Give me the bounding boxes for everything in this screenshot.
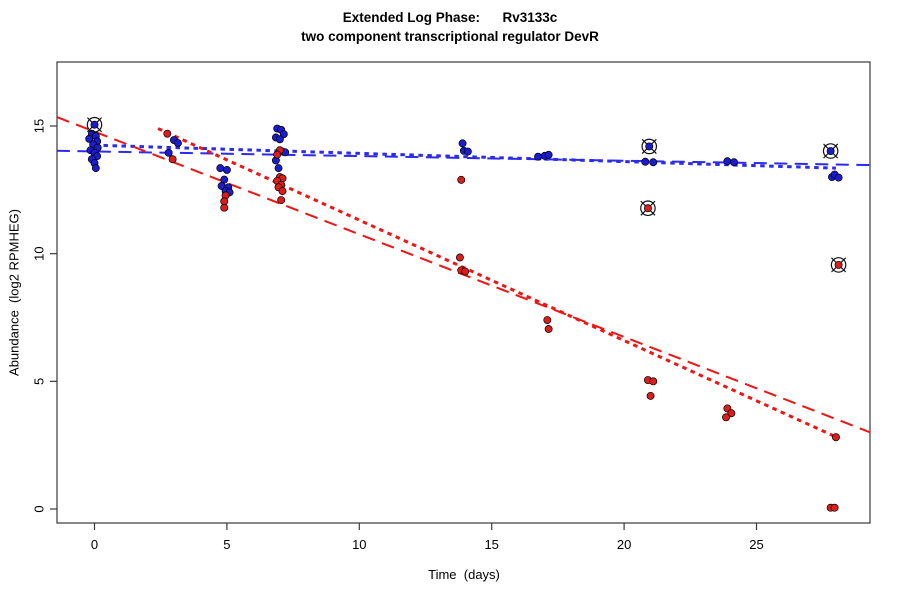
x-tick-label: 5 xyxy=(223,537,230,552)
red-point xyxy=(163,129,172,138)
blue-point xyxy=(641,157,650,166)
y-tick-label: 15 xyxy=(31,119,46,133)
red-circled-outliers-point xyxy=(643,204,652,213)
y-tick-label: 10 xyxy=(31,246,46,260)
blue-point xyxy=(164,148,173,157)
red-point xyxy=(831,433,840,442)
outlier-circle-mark xyxy=(641,138,658,155)
red-point xyxy=(830,503,839,512)
red-point xyxy=(277,196,286,205)
blue-point xyxy=(834,173,843,182)
red-point xyxy=(649,377,658,386)
red-point xyxy=(646,391,655,400)
blue-point xyxy=(730,158,738,167)
red-circled-outliers-point xyxy=(834,260,843,269)
red-point xyxy=(543,316,552,325)
blue-point xyxy=(458,139,467,148)
chart-title-line1: Extended Log Phase: Rv3133c xyxy=(342,10,558,25)
blue-point xyxy=(91,164,100,173)
blue-point xyxy=(222,165,231,174)
red-point xyxy=(457,175,466,184)
blue-dotted-fit-line xyxy=(94,143,836,170)
x-tick-label: 15 xyxy=(484,537,498,552)
blue-circled-outliers-point xyxy=(90,120,99,129)
x-tick-label: 25 xyxy=(749,537,763,552)
y-tick-label: 0 xyxy=(31,505,46,512)
blue-point xyxy=(173,139,182,148)
blue-point xyxy=(216,164,225,173)
red-point xyxy=(278,187,287,196)
blue-point xyxy=(279,130,288,139)
red-point xyxy=(455,253,464,262)
plot-area-border xyxy=(56,61,871,524)
blue-circled-outliers-point xyxy=(826,147,835,155)
blue-circled-outliers-point xyxy=(645,142,654,151)
red-point xyxy=(461,267,470,276)
red-point xyxy=(273,150,282,159)
outlier-circle-mark xyxy=(822,143,839,159)
blue-point xyxy=(534,152,542,161)
blue-point xyxy=(723,157,732,166)
x-tick-label: 10 xyxy=(352,537,366,552)
outlier-circle-mark xyxy=(640,200,656,217)
chart-title-line2: two component transcriptional regulator … xyxy=(301,29,599,44)
y-tick-label: 5 xyxy=(31,378,46,385)
x-tick-label: 0 xyxy=(91,537,98,552)
red-point xyxy=(727,409,736,418)
blue-point xyxy=(275,135,284,144)
blue-point xyxy=(463,147,472,156)
blue-point xyxy=(649,158,658,167)
y-axis-title: Abundance (log2 RPMHEG) xyxy=(6,209,22,376)
x-axis-title: Time (days) xyxy=(428,567,500,582)
red-point xyxy=(544,325,553,333)
blue-point xyxy=(274,164,283,173)
red-point xyxy=(220,203,229,212)
outlier-circle-mark xyxy=(86,116,103,133)
x-tick-label: 20 xyxy=(617,537,631,552)
blue-point xyxy=(544,150,553,159)
red-point xyxy=(168,155,177,164)
red-point xyxy=(722,413,730,422)
red-dotted-fit-line xyxy=(157,127,838,439)
blue-point xyxy=(85,134,94,143)
outlier-circle-mark xyxy=(830,257,847,273)
